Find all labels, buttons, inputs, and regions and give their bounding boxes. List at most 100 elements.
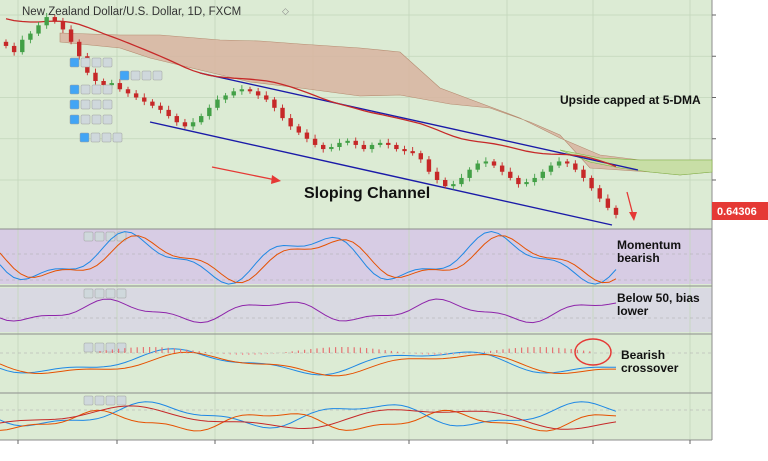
candle-body-40 [329, 147, 334, 150]
candle-body-55 [451, 184, 456, 187]
candle-body-65 [532, 177, 537, 183]
candle-body-38 [312, 138, 318, 145]
pane-control-icon [116, 395, 127, 406]
candle-body-39 [321, 144, 326, 150]
candle-body-43 [353, 140, 358, 145]
candle-body-26 [215, 99, 220, 108]
candle-body-0 [3, 41, 9, 46]
channel-lower-line [149, 121, 613, 226]
pane-control-icon [94, 342, 105, 353]
candle-body-15 [125, 89, 131, 94]
crossover-circle [574, 338, 612, 366]
candle-body-58 [475, 163, 480, 170]
indicator-control-icon [102, 99, 113, 110]
adx-line [0, 405, 617, 430]
candle-body-56 [459, 177, 464, 185]
macd-note-line1: Bearish [621, 348, 665, 362]
candle-body-52 [426, 159, 432, 172]
candle-body-71 [581, 169, 586, 178]
macd-signal-line [0, 351, 616, 377]
pane-control-icon [94, 288, 105, 299]
candle-body-19 [158, 105, 163, 110]
pane-control-icon [83, 288, 94, 299]
macd-note: Bearish crossover [621, 348, 679, 375]
ema-55-line [5, 18, 617, 168]
last-price-label: 0.64306 [717, 206, 757, 218]
indicator-control-icon [80, 99, 91, 110]
candles-group [3, 12, 619, 219]
indicator-control-icon [91, 114, 102, 125]
upside-capped-note: Upside capped at 5-DMA [560, 93, 701, 107]
title-dropdown-icon[interactable]: ◇ [282, 6, 289, 16]
candle-body-59 [483, 161, 489, 164]
sub-panes [0, 230, 712, 432]
candle-body-50 [410, 151, 415, 154]
pane-control-icon [105, 395, 116, 406]
downtrend-arrow [211, 166, 281, 184]
candle-body-25 [207, 107, 212, 117]
symbol-title: New Zealand Dollar/U.S. Dollar, 1D, FXCM [22, 6, 241, 18]
candle-body-22 [182, 122, 188, 127]
candle-body-2 [20, 39, 25, 53]
candle-body-42 [345, 140, 350, 143]
indicator-control-icon [80, 114, 91, 125]
indicator-control-icon [112, 132, 123, 143]
candle-body-29 [239, 89, 245, 92]
last-price-tag [712, 202, 768, 220]
candle-body-30 [247, 89, 253, 92]
candle-body-33 [272, 99, 277, 108]
candle-body-13 [109, 83, 114, 86]
candle-body-4 [36, 25, 41, 34]
rsi-note-line2: lower [617, 304, 649, 318]
stoch-note-line1: Momentum [617, 238, 681, 252]
stoch-note-line2: bearish [617, 251, 660, 265]
indicator-control-icon [69, 57, 80, 68]
stoch-note: Momentum bearish [617, 238, 684, 265]
candle-body-3 [28, 33, 33, 40]
indicator-control-icon [101, 132, 112, 143]
candle-body-21 [174, 116, 179, 123]
macd-line [0, 348, 616, 376]
candle-body-6 [52, 17, 57, 22]
candle-body-61 [499, 165, 505, 172]
indicator-control-icon [141, 70, 152, 81]
candle-body-49 [402, 149, 407, 152]
indicator-control-icon [119, 70, 130, 81]
candle-body-69 [565, 161, 570, 164]
candle-body-12 [101, 81, 106, 86]
pane-control-icon [94, 395, 105, 406]
candle-body-74 [605, 198, 611, 208]
candle-body-73 [597, 188, 602, 199]
candle-body-17 [142, 97, 147, 102]
candle-body-35 [288, 118, 293, 127]
candle-body-36 [296, 126, 301, 133]
candle-body-45 [369, 144, 375, 150]
candle-body-70 [573, 163, 578, 170]
stoch-k-line [0, 230, 617, 285]
candle-body-1 [11, 45, 17, 53]
ichimoku-cloud-bullish [559, 149, 713, 176]
rsi-note-line1: Below 50, bias [617, 291, 700, 305]
candle-body-7 [60, 21, 66, 30]
indicator-control-icon [91, 99, 102, 110]
dmi-plus-line [0, 401, 617, 429]
candle-body-66 [540, 171, 545, 178]
candle-body-47 [386, 142, 391, 145]
candle-body-51 [418, 153, 423, 160]
candle-body-23 [190, 122, 196, 127]
pane-control-icon [94, 231, 105, 242]
chart-header: New Zealand Dollar/U.S. Dollar, 1D, FXCM… [22, 6, 289, 18]
indicator-control-icon [90, 132, 101, 143]
candle-body-18 [150, 101, 155, 106]
indicator-control-icon [80, 84, 91, 95]
candle-body-14 [117, 83, 123, 90]
indicator-control-icon [69, 84, 80, 95]
candle-body-67 [548, 165, 554, 172]
indicator-control-icon [91, 57, 102, 68]
candle-body-64 [524, 182, 529, 185]
indicator-legends [69, 57, 163, 143]
indicator-control-icon [69, 114, 80, 125]
candle-body-28 [231, 91, 236, 96]
pane-control-icon [105, 342, 116, 353]
